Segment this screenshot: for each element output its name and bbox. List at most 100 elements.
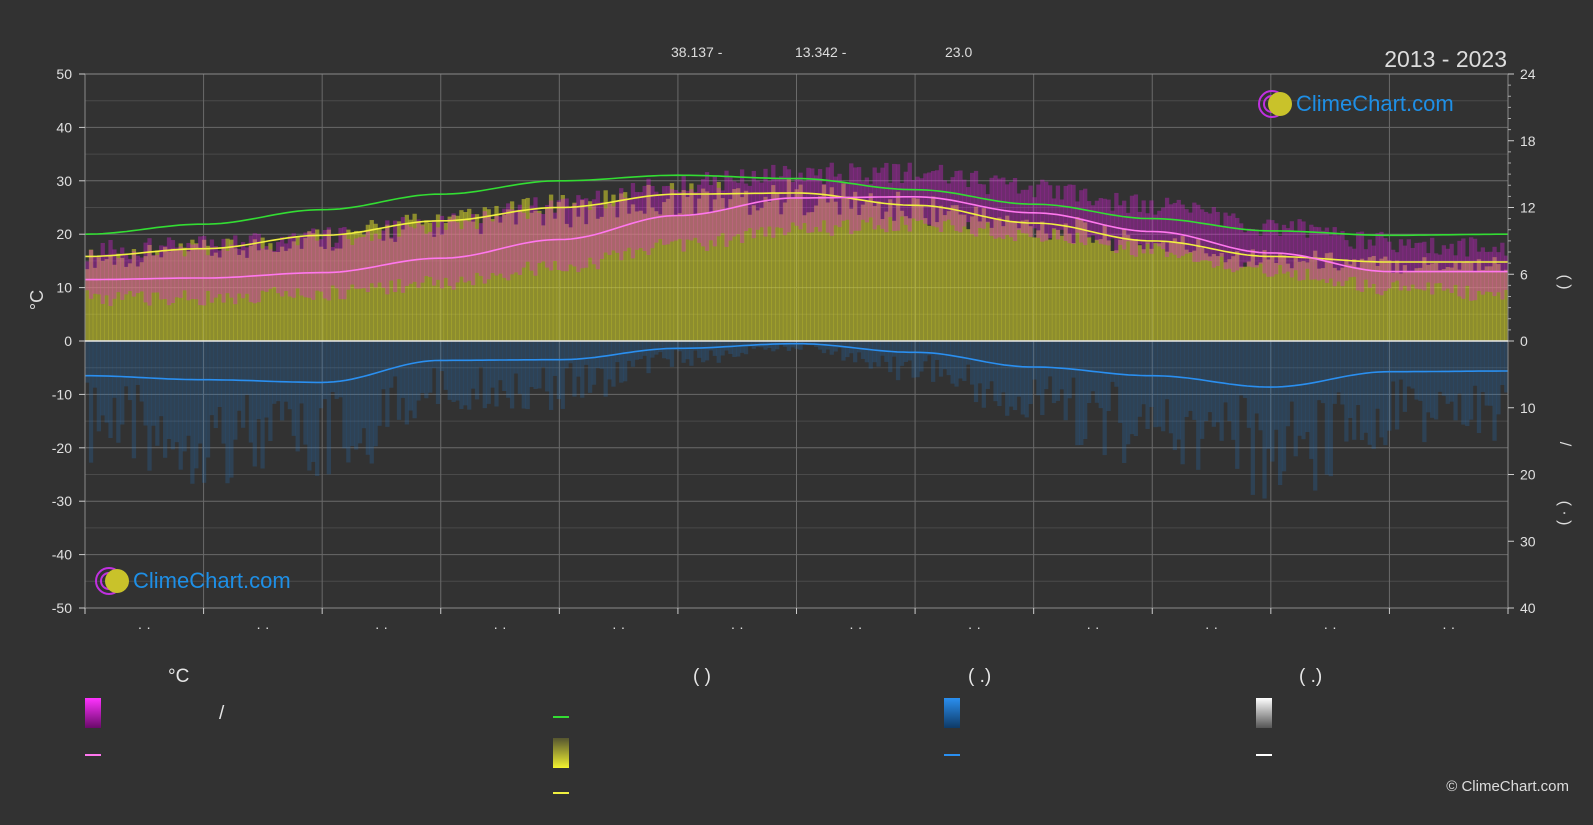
precip-bar (162, 341, 168, 458)
sunshine-bar (190, 239, 195, 341)
sunshine-bar (977, 221, 983, 341)
precip-bar (490, 341, 495, 388)
sunshine-bar (1028, 226, 1033, 341)
sunshine-bar (521, 199, 526, 341)
sunshine-bar (1196, 239, 1201, 341)
temp-range-bar (973, 170, 979, 237)
precip-bar (568, 341, 573, 364)
precip-bar (217, 341, 222, 408)
sunshine-bar (1040, 221, 1045, 341)
sunshine-bar (1375, 266, 1380, 341)
sunshine-bar (1051, 228, 1057, 341)
temp-range-bar (1305, 237, 1310, 269)
precip-bar (1231, 341, 1236, 440)
sunshine-bar (1476, 259, 1482, 341)
watermark-bottom: ClimeChart.com (95, 565, 291, 597)
sunshine-bar (782, 202, 788, 341)
precip-bar (1359, 341, 1365, 441)
temp-range-bar (1277, 235, 1283, 265)
temp-range-bar (112, 249, 117, 299)
sunshine-bar (1145, 242, 1150, 341)
sunshine-bar (1285, 263, 1291, 341)
temp-range-bar (1168, 204, 1174, 253)
precip-bar (315, 341, 320, 476)
precip-bar (326, 341, 332, 475)
sunshine-bar (486, 209, 491, 341)
sunshine-bar (147, 244, 152, 341)
precip-bar (1106, 341, 1111, 412)
sunshine-bar (775, 192, 780, 341)
precip-bar (1348, 341, 1353, 418)
precip-bar (1352, 341, 1357, 440)
temp-range-bar (1075, 201, 1080, 233)
temp-range-bar (946, 183, 951, 220)
precip-bar (1445, 341, 1450, 404)
temp-range-bar (646, 178, 651, 255)
temp-range-bar (1285, 228, 1291, 272)
precip-bar (424, 341, 429, 399)
temp-range-bar (1352, 248, 1357, 277)
precip-bar (1258, 341, 1263, 431)
precip-bar (1032, 341, 1037, 380)
precip-bar (603, 341, 608, 397)
precip-bar (506, 341, 511, 398)
temp-range-bar (322, 230, 328, 299)
temp-range-bar (467, 221, 472, 281)
precip-bar (439, 341, 445, 372)
precip-bar (1110, 341, 1115, 382)
precip-bar (700, 341, 706, 363)
temp-range-bar (775, 177, 780, 228)
temp-range-bar (560, 198, 565, 272)
temp-range-bar (1297, 219, 1302, 281)
temp-range-bar (634, 192, 640, 250)
sunshine-bar (1332, 267, 1337, 341)
temp-range-bar (334, 242, 339, 289)
temp-range-bar (763, 168, 768, 237)
sunshine-bar (736, 188, 741, 341)
sunshine-bar (131, 249, 137, 341)
temp-range-bar (572, 203, 577, 267)
precip-bar (342, 341, 347, 449)
sunshine-bar (365, 224, 370, 341)
sunshine-bar (669, 183, 675, 341)
precip-bar (365, 341, 370, 455)
precip-bar (1320, 341, 1326, 404)
left-tick-label: 50 (56, 66, 72, 82)
sunshine-bar (279, 246, 285, 341)
precip-bar (1024, 341, 1029, 418)
sunshine-bar (950, 205, 955, 341)
temp-range-bar (190, 244, 195, 300)
sunshine-bar (623, 192, 628, 341)
precip-bar (739, 341, 745, 353)
sunshine-bar (728, 199, 733, 341)
temp-range-bar (556, 200, 562, 271)
temp-range-bar (240, 242, 246, 299)
sunshine-bar (1008, 221, 1014, 341)
temp-range-bar (736, 182, 741, 235)
sunshine-bar (424, 220, 429, 341)
precip-bar (981, 341, 986, 408)
precip-bar (1168, 341, 1174, 434)
temp-range-bar (1211, 207, 1217, 268)
sunshine-bar (856, 214, 862, 341)
sunshine-bar (806, 212, 811, 341)
temp-range-bar (1020, 189, 1025, 234)
copyright: © ClimeChart.com (1446, 778, 1569, 795)
precip-bar (1063, 341, 1068, 421)
sunshine-bar (1359, 258, 1365, 341)
temp-range-bar (120, 247, 125, 300)
precip-bar (623, 341, 628, 382)
precip-bar (1055, 341, 1061, 401)
precip-bar (853, 341, 858, 363)
precip-bar (548, 341, 554, 410)
precip-bar (459, 341, 464, 409)
precip-bar (1036, 341, 1041, 396)
temp-range-bar (1040, 179, 1045, 242)
sunshine-bar (564, 223, 569, 341)
temp-range-bar (821, 183, 827, 221)
temp-range-bar (318, 239, 324, 292)
temp-range-bar (373, 233, 378, 288)
temp-range-bar (638, 192, 643, 249)
temp-range-bar (1118, 205, 1123, 245)
precip-bar (408, 341, 413, 411)
